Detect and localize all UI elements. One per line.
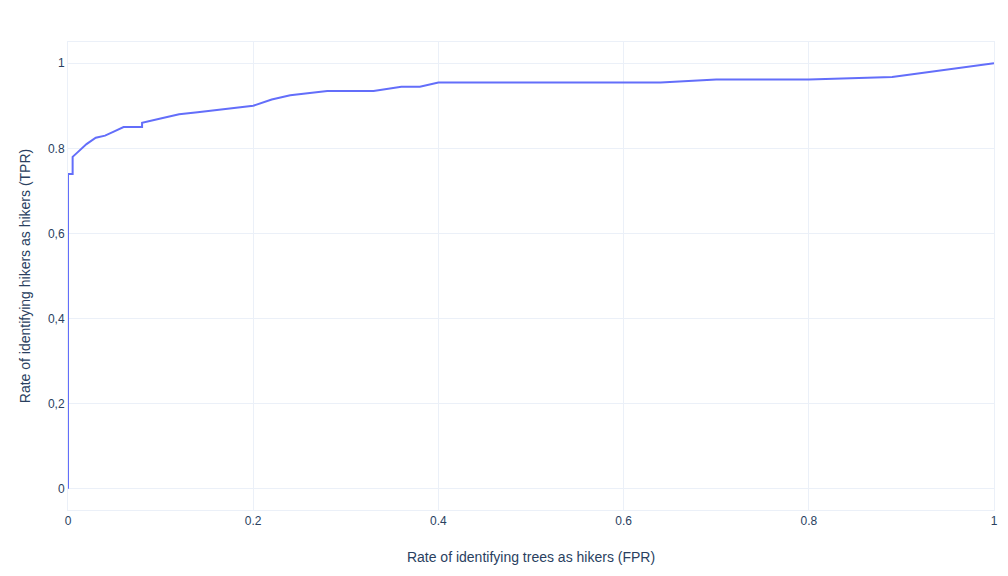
svg-text:0,6: 0,6 — [48, 227, 65, 241]
svg-text:1: 1 — [991, 514, 998, 528]
svg-text:0.6: 0.6 — [615, 514, 632, 528]
svg-text:0: 0 — [65, 514, 72, 528]
svg-text:0.8: 0.8 — [48, 142, 65, 156]
svg-text:0,4: 0,4 — [48, 312, 65, 326]
svg-text:0.2: 0.2 — [245, 514, 262, 528]
svg-text:0.8: 0.8 — [800, 514, 817, 528]
svg-text:0.4: 0.4 — [430, 514, 447, 528]
svg-text:1: 1 — [58, 56, 65, 70]
svg-text:Rate of identifying hikers as: Rate of identifying hikers as hikers (TP… — [17, 149, 33, 403]
svg-text:0: 0 — [58, 482, 65, 496]
svg-text:0,2: 0,2 — [48, 397, 65, 411]
svg-text:Rate of identifying trees as h: Rate of identifying trees as hikers (FPR… — [407, 549, 655, 565]
